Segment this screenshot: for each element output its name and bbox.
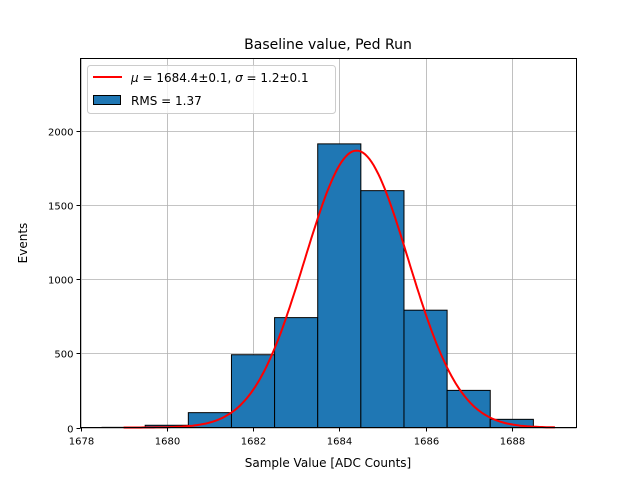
x-axis-label: Sample Value [ADC Counts] [245,456,411,470]
legend-hist-swatch [94,96,121,105]
x-tick-label: 1682 [241,437,266,448]
legend-hist-label: RMS = 1.37 [131,94,202,108]
chart-title: Baseline value, Ped Run [244,37,412,53]
x-tick-label: 1684 [327,437,352,448]
x-tick-label: 1686 [414,437,439,448]
y-tick-label: 1500 [48,202,73,213]
y-axis-label: Events [16,223,30,264]
y-tick-label: 0 [67,425,73,436]
y-tick-label: 2000 [48,128,73,139]
legend-fit-label: μ = 1684.4±0.1, σ = 1.2±0.1 [130,71,309,85]
histogram-bar [447,390,490,427]
legend: μ = 1684.4±0.1, σ = 1.2±0.1 RMS = 1.37 [88,66,336,114]
x-tick-label: 1680 [155,437,180,448]
histogram-bar [318,144,361,428]
y-tick-label: 1000 [48,276,73,287]
histogram-bar [404,310,447,427]
y-tick-label: 500 [54,350,73,361]
x-tick-label: 1688 [500,437,525,448]
x-tick-label: 1678 [69,437,94,448]
